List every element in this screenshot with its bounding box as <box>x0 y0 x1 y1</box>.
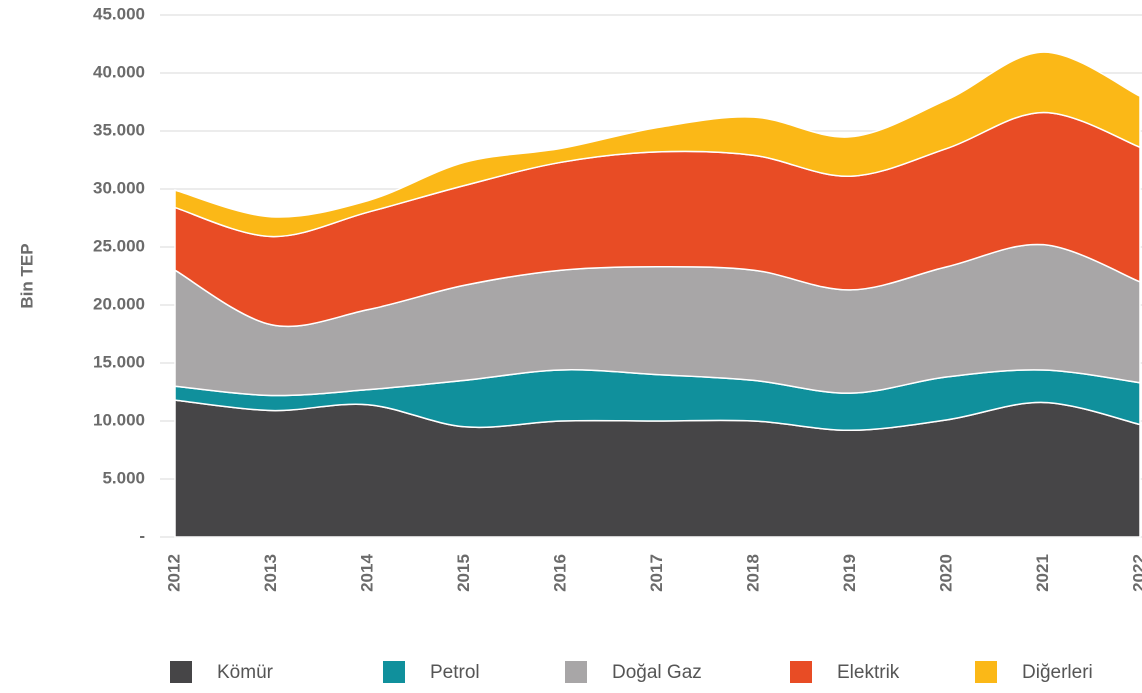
x-tick-label: 2021 <box>1033 554 1052 592</box>
y-tick-label: 35.000 <box>93 120 145 139</box>
legend-swatch <box>383 661 405 683</box>
legend-label: Elektrik <box>837 662 900 683</box>
legend-swatch <box>975 661 997 683</box>
axes: - 5.000 10.000 15.000 20.000 25.000 30.000 35.0… <box>93 4 1142 591</box>
areas <box>174 51 1141 538</box>
y-tick-label: - <box>139 526 145 545</box>
y-tick-label: 40.000 <box>93 62 145 81</box>
y-tick-label: 20.000 <box>93 294 145 313</box>
x-tick-label: 2017 <box>647 554 666 592</box>
y-tick-label: 25.000 <box>93 236 145 255</box>
x-tick-label: 2022 <box>1129 554 1142 592</box>
y-axis-label: Bin TEP <box>17 243 36 308</box>
x-tick-label: 2019 <box>840 554 859 592</box>
x-tick-label: 2013 <box>261 554 280 592</box>
y-tick-label: 30.000 <box>93 178 145 197</box>
x-tick-label: 2020 <box>936 554 955 592</box>
x-tick-label: 2016 <box>550 554 569 592</box>
y-tick-label: 10.000 <box>93 410 145 429</box>
legend-swatch <box>170 661 192 683</box>
legend-label: Doğal Gaz <box>612 662 702 683</box>
x-tick-label: 2012 <box>164 554 183 592</box>
y-tick-label: 15.000 <box>93 352 145 371</box>
legend-label: Petrol <box>430 662 480 683</box>
x-tick-label: 2018 <box>743 554 762 592</box>
legend: Kömür Petrol Doğal Gaz Elektrik Diğerleri <box>170 661 1093 683</box>
legend-swatch <box>790 661 812 683</box>
x-tick-label: 2014 <box>357 554 376 592</box>
legend-label: Kömür <box>217 662 274 683</box>
area <box>174 51 1141 238</box>
x-tick-label: 2015 <box>454 554 473 592</box>
y-tick-label: 45.000 <box>93 4 145 23</box>
y-tick-label: 5.000 <box>102 468 145 487</box>
legend-swatch <box>565 661 587 683</box>
legend-label: Diğerleri <box>1022 662 1093 683</box>
